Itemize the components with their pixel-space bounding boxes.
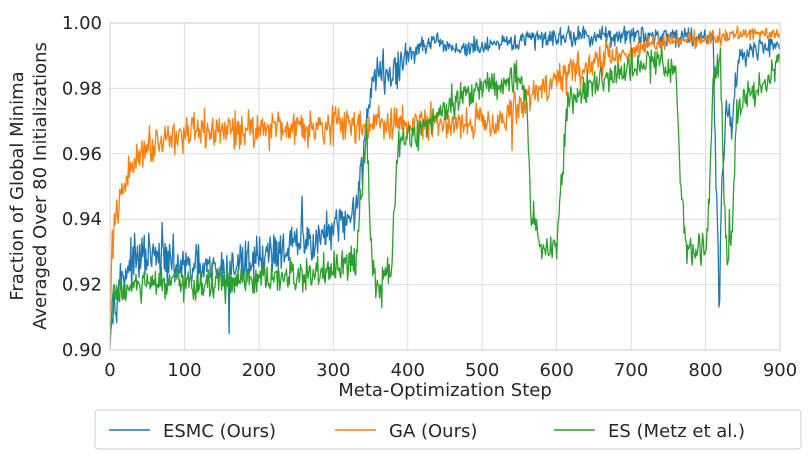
y-tick-label: 0.94 [62, 209, 102, 230]
x-tick-label: 400 [391, 360, 425, 381]
x-tick-label: 800 [688, 360, 722, 381]
plot-frame [109, 22, 781, 351]
y-tick-label: 0.96 [62, 144, 102, 165]
y-tick-label: 0.92 [62, 275, 102, 296]
y-tick-label: 0.90 [62, 340, 102, 361]
x-tick-label: 300 [316, 360, 350, 381]
x-tick-label: 700 [614, 360, 648, 381]
legend-label-ga: GA (Ours) [389, 421, 477, 442]
es-series-line [109, 44, 781, 349]
legend-frame [94, 409, 802, 450]
y-tick-labels: 0.90 0.92 0.94 0.96 0.98 1.00 [62, 13, 102, 361]
y-axis-label-line2: Averaged Over 80 Initializations [30, 42, 51, 330]
x-tick-labels: 0 100 200 300 400 500 600 700 800 900 [104, 360, 797, 381]
x-tick-label: 0 [104, 360, 115, 381]
y-tick-label: 0.98 [62, 78, 102, 99]
x-axis-label: Meta-Optimization Step [338, 380, 552, 401]
legend: ESMC (Ours) GA (Ours) ES (Metz et al.) [94, 409, 802, 450]
x-tick-label: 500 [465, 360, 499, 381]
x-tick-label: 900 [763, 360, 797, 381]
x-tick-label: 600 [539, 360, 573, 381]
legend-label-esmc: ESMC (Ours) [163, 421, 276, 442]
y-axis-label-line1: Fraction of Global Minima [7, 71, 28, 300]
series-layer [109, 25, 781, 349]
x-tick-label: 100 [167, 360, 201, 381]
legend-label-es: ES (Metz et al.) [608, 421, 745, 442]
x-tick-label: 200 [242, 360, 276, 381]
y-tick-label: 1.00 [62, 13, 102, 34]
